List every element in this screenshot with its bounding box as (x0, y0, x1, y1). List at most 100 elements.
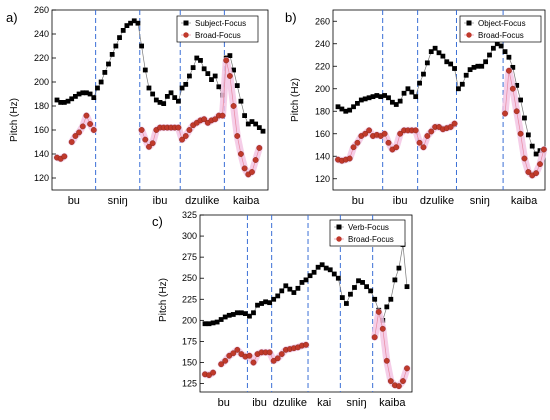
data-point (347, 107, 353, 113)
data-point (117, 35, 122, 40)
y-tick-label: 175 (182, 336, 197, 346)
y-tick-label: 120 (34, 173, 49, 183)
data-point (186, 127, 193, 133)
data-point (271, 296, 277, 302)
y-tick-label: 250 (182, 273, 197, 283)
legend-marker-circle (183, 32, 189, 38)
panel-label: b) (285, 10, 297, 25)
segment-label: dzulike (420, 195, 454, 207)
data-point (331, 271, 337, 277)
data-point (241, 165, 248, 172)
data-point (210, 320, 216, 326)
y-tick-label: 160 (315, 129, 330, 139)
data-point (397, 98, 403, 104)
data-point (247, 313, 252, 319)
data-point (61, 100, 67, 105)
data-point (517, 130, 524, 137)
data-point (344, 301, 349, 306)
y-axis-label: Pitch (Hz) (290, 78, 301, 122)
data-point (91, 95, 97, 100)
segment-labels: bu sniŋ ibu dzulike kaiba (68, 195, 261, 207)
data-point (230, 312, 236, 317)
data-point (463, 72, 469, 78)
data-point (368, 288, 374, 294)
data-point (234, 310, 240, 316)
data-point (540, 146, 547, 153)
data-point (255, 302, 260, 308)
segment-label: kaiba (511, 195, 538, 207)
segment-label: ibu (393, 195, 408, 207)
data-point (475, 63, 481, 69)
data-point (238, 310, 244, 316)
data-point (90, 127, 97, 133)
data-point (222, 314, 228, 320)
data-point (392, 277, 398, 283)
legend-marker-square (183, 20, 189, 26)
data-point (396, 383, 402, 389)
data-point (283, 283, 289, 289)
data-point (98, 79, 104, 85)
data-point (533, 170, 540, 177)
data-point (206, 321, 212, 327)
data-point (256, 125, 262, 130)
data-point (183, 82, 189, 87)
data-point (142, 67, 148, 73)
data-point (69, 96, 75, 102)
data-point (249, 119, 255, 124)
data-point (260, 128, 266, 134)
data-point (428, 128, 435, 135)
data-point (252, 157, 259, 163)
data-point (471, 64, 477, 70)
legend: Verb-Focus Broad-Focus (329, 219, 406, 247)
data-point (267, 300, 273, 306)
data-point (95, 85, 100, 91)
panel-c: c) Pitch (Hz) 125 150 175 200 225 250 275 300 32… (152, 210, 413, 409)
data-point (452, 66, 457, 71)
y-tick-label: 140 (34, 149, 49, 159)
y-tick-label: 200 (315, 84, 330, 94)
data-point (142, 136, 149, 143)
data-point (231, 67, 236, 73)
data-point (227, 53, 233, 58)
data-point (307, 273, 313, 279)
data-point (518, 97, 523, 103)
data-point (362, 96, 368, 102)
data-point (420, 144, 427, 151)
data-point (295, 285, 301, 291)
y-tick-label: 240 (34, 29, 49, 39)
legend-marker-square (336, 224, 342, 230)
data-point (187, 73, 192, 79)
data-point (467, 67, 473, 73)
data-point (226, 73, 233, 79)
y-tick-label: 180 (34, 101, 49, 111)
data-point (529, 143, 535, 149)
y-tick-label: 220 (34, 53, 49, 63)
data-point (212, 116, 219, 123)
data-point (223, 57, 230, 64)
data-point (400, 378, 406, 384)
data-point (444, 59, 450, 65)
data-point (218, 317, 224, 322)
plot-area: 120 140 160 180 200 220 240 260 (315, 9, 548, 191)
legend-entry: Verb-Focus (348, 223, 389, 232)
data-point (76, 91, 82, 97)
data-point (84, 90, 89, 96)
data-point (279, 288, 285, 294)
data-point (68, 139, 75, 145)
data-point (404, 365, 410, 372)
plot-frame (51, 9, 269, 191)
data-point (135, 20, 141, 26)
data-point (202, 321, 208, 327)
data-point (522, 115, 527, 121)
data-point (537, 161, 543, 168)
data-point (421, 71, 426, 77)
data-point (245, 121, 251, 127)
y-tick-label: 120 (315, 174, 330, 184)
segment-label: ibu (153, 195, 168, 207)
y-tick-label: 200 (34, 77, 49, 87)
data-point (222, 357, 229, 364)
data-point (87, 121, 94, 127)
data-point (128, 20, 133, 26)
data-point (404, 284, 410, 290)
data-point (230, 103, 237, 109)
